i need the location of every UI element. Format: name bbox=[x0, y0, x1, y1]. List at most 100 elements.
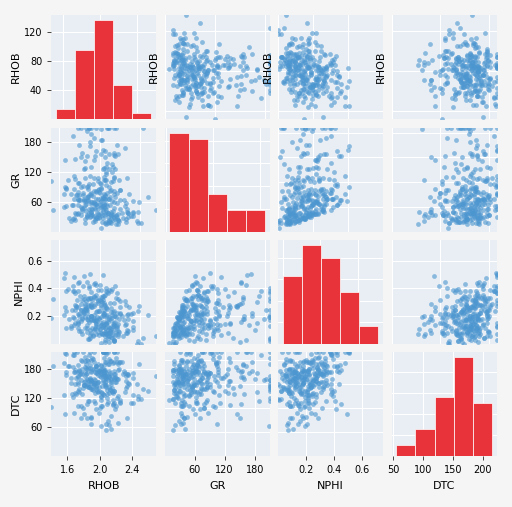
Point bbox=[224, 381, 232, 389]
Point bbox=[482, 61, 490, 69]
Bar bbox=[94, 20, 113, 119]
Point bbox=[108, 197, 116, 205]
Point bbox=[85, 397, 93, 405]
Point bbox=[473, 291, 481, 299]
Point bbox=[312, 78, 320, 86]
Point bbox=[484, 305, 492, 313]
Point bbox=[285, 366, 293, 374]
Point bbox=[286, 381, 294, 389]
Point bbox=[214, 92, 222, 100]
Point bbox=[102, 330, 110, 338]
Point bbox=[114, 327, 122, 335]
Point bbox=[109, 400, 117, 408]
Point bbox=[449, 29, 457, 38]
Point bbox=[88, 205, 96, 213]
Point bbox=[426, 208, 435, 216]
Point bbox=[186, 307, 195, 315]
Point bbox=[288, 414, 296, 422]
Point bbox=[451, 287, 459, 296]
Point bbox=[86, 364, 94, 372]
Point bbox=[314, 82, 323, 90]
Point bbox=[110, 336, 118, 344]
Point bbox=[474, 64, 482, 72]
Point bbox=[209, 402, 217, 410]
Point bbox=[464, 64, 473, 72]
Point bbox=[101, 332, 109, 340]
Point bbox=[115, 218, 123, 226]
Point bbox=[290, 212, 298, 220]
Point bbox=[492, 183, 500, 191]
Point bbox=[198, 310, 206, 318]
Point bbox=[80, 305, 89, 313]
Point bbox=[459, 73, 467, 81]
Point bbox=[438, 66, 446, 74]
Point bbox=[221, 372, 229, 380]
Point bbox=[318, 370, 326, 378]
Point bbox=[304, 174, 312, 182]
Point bbox=[476, 316, 484, 324]
Point bbox=[289, 179, 297, 187]
Point bbox=[493, 147, 501, 155]
Point bbox=[291, 63, 299, 71]
Point bbox=[445, 26, 454, 34]
Point bbox=[286, 191, 294, 199]
Point bbox=[90, 293, 98, 301]
Point bbox=[61, 156, 69, 164]
Point bbox=[291, 101, 299, 109]
Point bbox=[79, 348, 88, 356]
Point bbox=[493, 289, 501, 297]
Point bbox=[170, 332, 179, 340]
Point bbox=[306, 384, 314, 392]
Point bbox=[286, 218, 294, 226]
Point bbox=[104, 289, 112, 297]
Point bbox=[67, 379, 75, 387]
Point bbox=[92, 308, 100, 316]
Point bbox=[111, 405, 119, 413]
Point bbox=[464, 292, 473, 300]
Point bbox=[101, 338, 109, 346]
Point bbox=[178, 396, 186, 404]
Point bbox=[291, 183, 300, 191]
Point bbox=[473, 101, 481, 109]
Point bbox=[285, 61, 293, 69]
Point bbox=[109, 308, 117, 316]
Point bbox=[74, 191, 82, 199]
Point bbox=[479, 147, 487, 155]
Point bbox=[266, 294, 274, 302]
Point bbox=[280, 160, 288, 168]
Point bbox=[325, 368, 333, 376]
Point bbox=[97, 180, 105, 188]
Point bbox=[134, 220, 142, 228]
Point bbox=[467, 210, 475, 219]
Point bbox=[466, 312, 474, 320]
Point bbox=[456, 76, 464, 84]
Point bbox=[284, 49, 292, 57]
Point bbox=[98, 136, 106, 144]
Point bbox=[462, 40, 470, 48]
Point bbox=[302, 367, 310, 375]
Point bbox=[327, 189, 335, 197]
Point bbox=[463, 305, 472, 313]
Point bbox=[99, 390, 108, 398]
Point bbox=[307, 71, 315, 79]
Point bbox=[266, 316, 274, 324]
Point bbox=[298, 380, 307, 388]
Point bbox=[204, 92, 212, 100]
Point bbox=[169, 29, 177, 38]
Point bbox=[452, 216, 460, 224]
Point bbox=[312, 28, 321, 37]
Point bbox=[472, 298, 480, 306]
Point bbox=[479, 279, 487, 287]
Point bbox=[460, 212, 468, 220]
Point bbox=[212, 358, 221, 366]
Point bbox=[308, 83, 316, 91]
Point bbox=[86, 172, 94, 180]
Point bbox=[428, 56, 436, 64]
Point bbox=[452, 330, 460, 338]
Point bbox=[493, 189, 501, 197]
Point bbox=[478, 93, 486, 101]
Point bbox=[170, 42, 179, 50]
Point bbox=[293, 194, 301, 202]
Point bbox=[81, 363, 90, 371]
Point bbox=[182, 113, 190, 121]
